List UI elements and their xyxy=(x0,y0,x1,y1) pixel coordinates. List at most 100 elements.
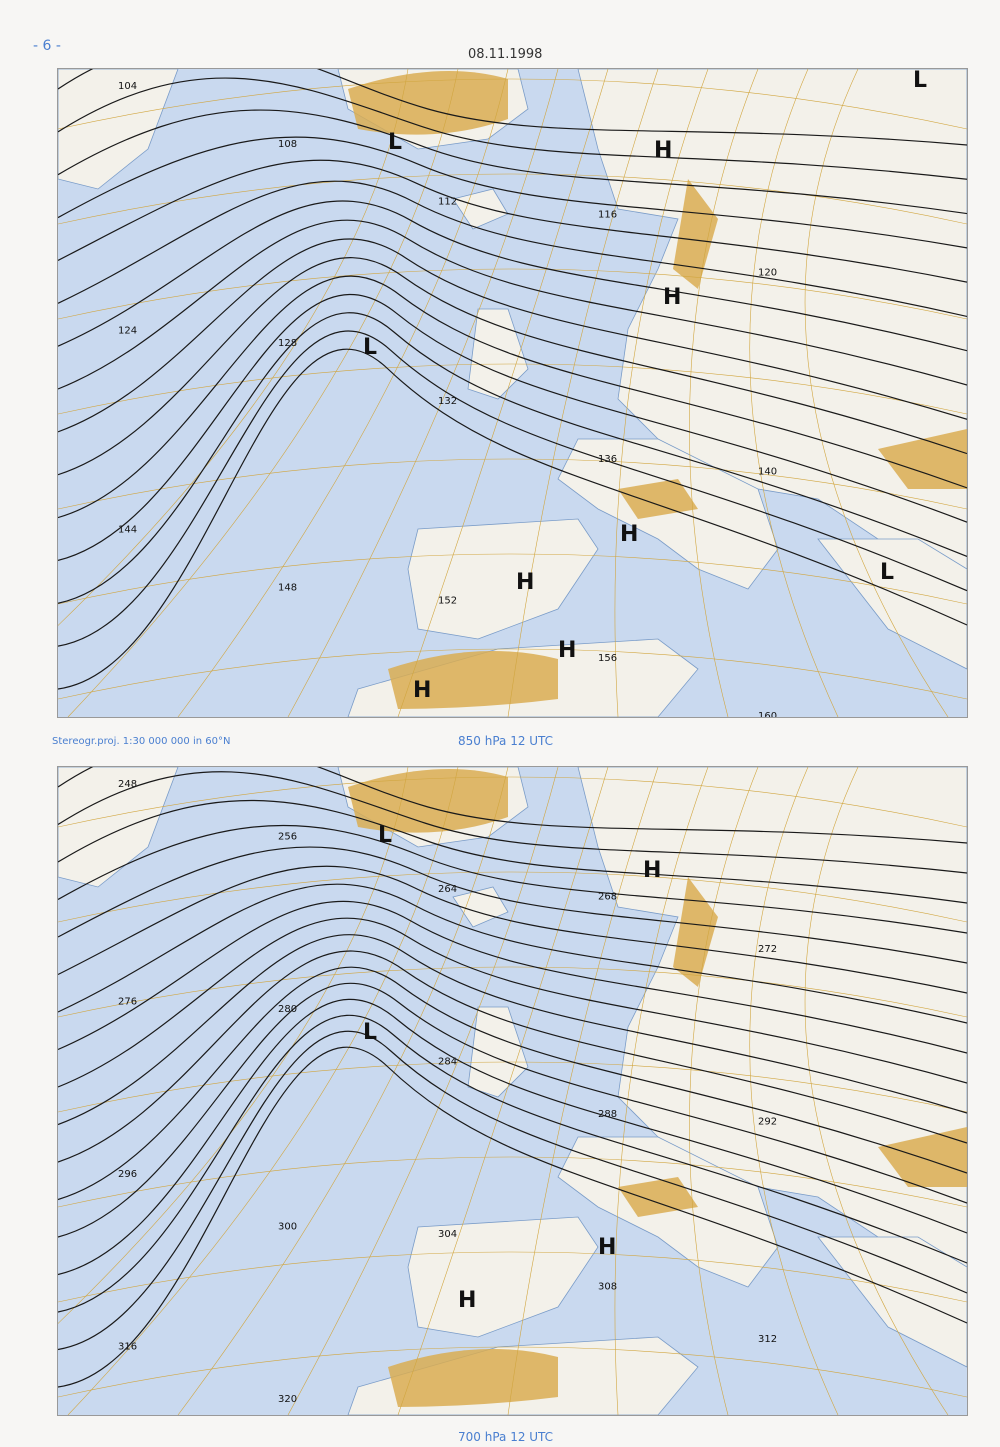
contour-label: 140 xyxy=(758,467,777,478)
land-area xyxy=(817,538,967,670)
parallel-line xyxy=(58,871,967,923)
contour-line xyxy=(58,69,967,146)
contour-label: 280 xyxy=(278,1004,297,1015)
contour-label: 276 xyxy=(118,997,137,1008)
high-terrain xyxy=(673,877,718,987)
contour-label: 308 xyxy=(598,1282,617,1293)
land-area xyxy=(407,1216,599,1338)
meridian-line xyxy=(507,767,659,1415)
contour-line xyxy=(58,238,967,433)
contour-label: 312 xyxy=(758,1334,777,1345)
contour-label: 256 xyxy=(278,832,297,843)
parallel-line xyxy=(58,648,967,700)
contour-line xyxy=(58,77,967,180)
meridian-line xyxy=(58,69,409,626)
contour-line xyxy=(58,799,967,904)
contour-line xyxy=(58,900,967,1054)
meridian-line xyxy=(507,69,659,717)
contour-label: 272 xyxy=(758,944,777,955)
parallel-line xyxy=(58,1346,967,1398)
contour-line xyxy=(58,312,967,604)
contour-label: 264 xyxy=(438,884,457,895)
land-area xyxy=(467,1006,529,1098)
contour-label: 128 xyxy=(278,338,297,349)
land-area xyxy=(407,518,599,640)
meridian-line xyxy=(397,767,609,1415)
contour-label: 144 xyxy=(118,525,137,536)
parallel-line xyxy=(58,78,967,130)
low-pressure-marker: L xyxy=(378,823,392,848)
contour-label: 156 xyxy=(598,653,617,664)
parallel-line xyxy=(58,553,967,605)
contour-label: 124 xyxy=(118,325,137,336)
map-850hpa: 104 108 112 116 120 124 128 132 136 140 144 148 152 1… xyxy=(57,68,968,718)
map-700hpa-caption: 700 hPa 12 UTC xyxy=(458,1430,554,1444)
contour-line xyxy=(58,865,967,994)
contour-line xyxy=(58,136,967,249)
high-pressure-marker: H xyxy=(413,678,431,703)
map-700hpa: 248 256 264 268 272 276 280 284 288 292 296 300 304 3… xyxy=(57,766,968,1416)
high-terrain xyxy=(618,1177,698,1217)
contour-line xyxy=(58,1014,967,1313)
contour-label: 148 xyxy=(278,582,297,593)
contour-label: 152 xyxy=(438,595,457,606)
low-pressure-marker: L xyxy=(388,130,402,155)
contour-label: 300 xyxy=(278,1222,297,1233)
parallel-line xyxy=(58,458,967,510)
meridian-line xyxy=(804,767,949,1415)
contour-line xyxy=(58,767,967,844)
chart-date: 08.11.1998 xyxy=(468,47,543,62)
contour-line xyxy=(58,1046,967,1388)
parallel-line xyxy=(58,1061,967,1113)
contour-label: 296 xyxy=(118,1169,137,1180)
low-pressure-marker: L xyxy=(363,335,377,360)
contour-line xyxy=(58,966,967,1201)
contour-line xyxy=(58,330,967,647)
contour-label: 320 xyxy=(278,1394,297,1405)
projection-note: Stereogr.proj. 1:30 000 000 in 60°N xyxy=(52,736,231,747)
high-pressure-marker: H xyxy=(663,285,681,310)
high-terrain xyxy=(618,479,698,519)
contour-label: 288 xyxy=(598,1109,617,1120)
contour-line xyxy=(58,200,967,352)
contour-line xyxy=(58,275,967,519)
meridian-line xyxy=(287,767,559,1415)
contour-line xyxy=(58,294,967,562)
contour-line xyxy=(58,771,967,874)
land-area xyxy=(58,767,179,888)
high-terrain xyxy=(673,179,718,289)
meridian-line xyxy=(177,69,509,717)
contour-label: 136 xyxy=(598,454,617,465)
meridian-line xyxy=(58,767,409,1324)
meridian-line xyxy=(689,69,759,717)
contour-line xyxy=(58,846,967,964)
meridian-line xyxy=(177,767,509,1415)
contour-label: 268 xyxy=(598,892,617,903)
land-area xyxy=(58,69,179,190)
map-850hpa-caption: 850 hPa 12 UTC xyxy=(458,734,554,748)
parallel-line xyxy=(58,1251,967,1303)
meridian-line xyxy=(749,69,839,717)
contour-line xyxy=(58,917,967,1088)
meridian-line xyxy=(287,69,559,717)
contour-line xyxy=(58,159,967,283)
meridian-line xyxy=(689,767,759,1415)
contour-label: 104 xyxy=(118,81,137,92)
meridian-line xyxy=(614,69,709,717)
meridian-line xyxy=(804,69,949,717)
contour-label: 284 xyxy=(438,1057,457,1068)
contour-line xyxy=(58,824,967,934)
contour-label: 132 xyxy=(438,396,457,407)
contour-line xyxy=(58,1030,967,1351)
contour-line xyxy=(58,180,967,318)
land-area xyxy=(467,308,529,400)
high-pressure-marker: H xyxy=(558,638,576,663)
high-terrain xyxy=(878,429,967,489)
low-pressure-marker: L xyxy=(880,560,894,585)
contour-label: 116 xyxy=(598,210,617,221)
high-pressure-marker: H xyxy=(643,858,661,883)
contour-line xyxy=(58,999,967,1276)
contour-line xyxy=(58,883,967,1024)
contour-label: 112 xyxy=(438,197,457,208)
meridian-line xyxy=(67,69,459,717)
